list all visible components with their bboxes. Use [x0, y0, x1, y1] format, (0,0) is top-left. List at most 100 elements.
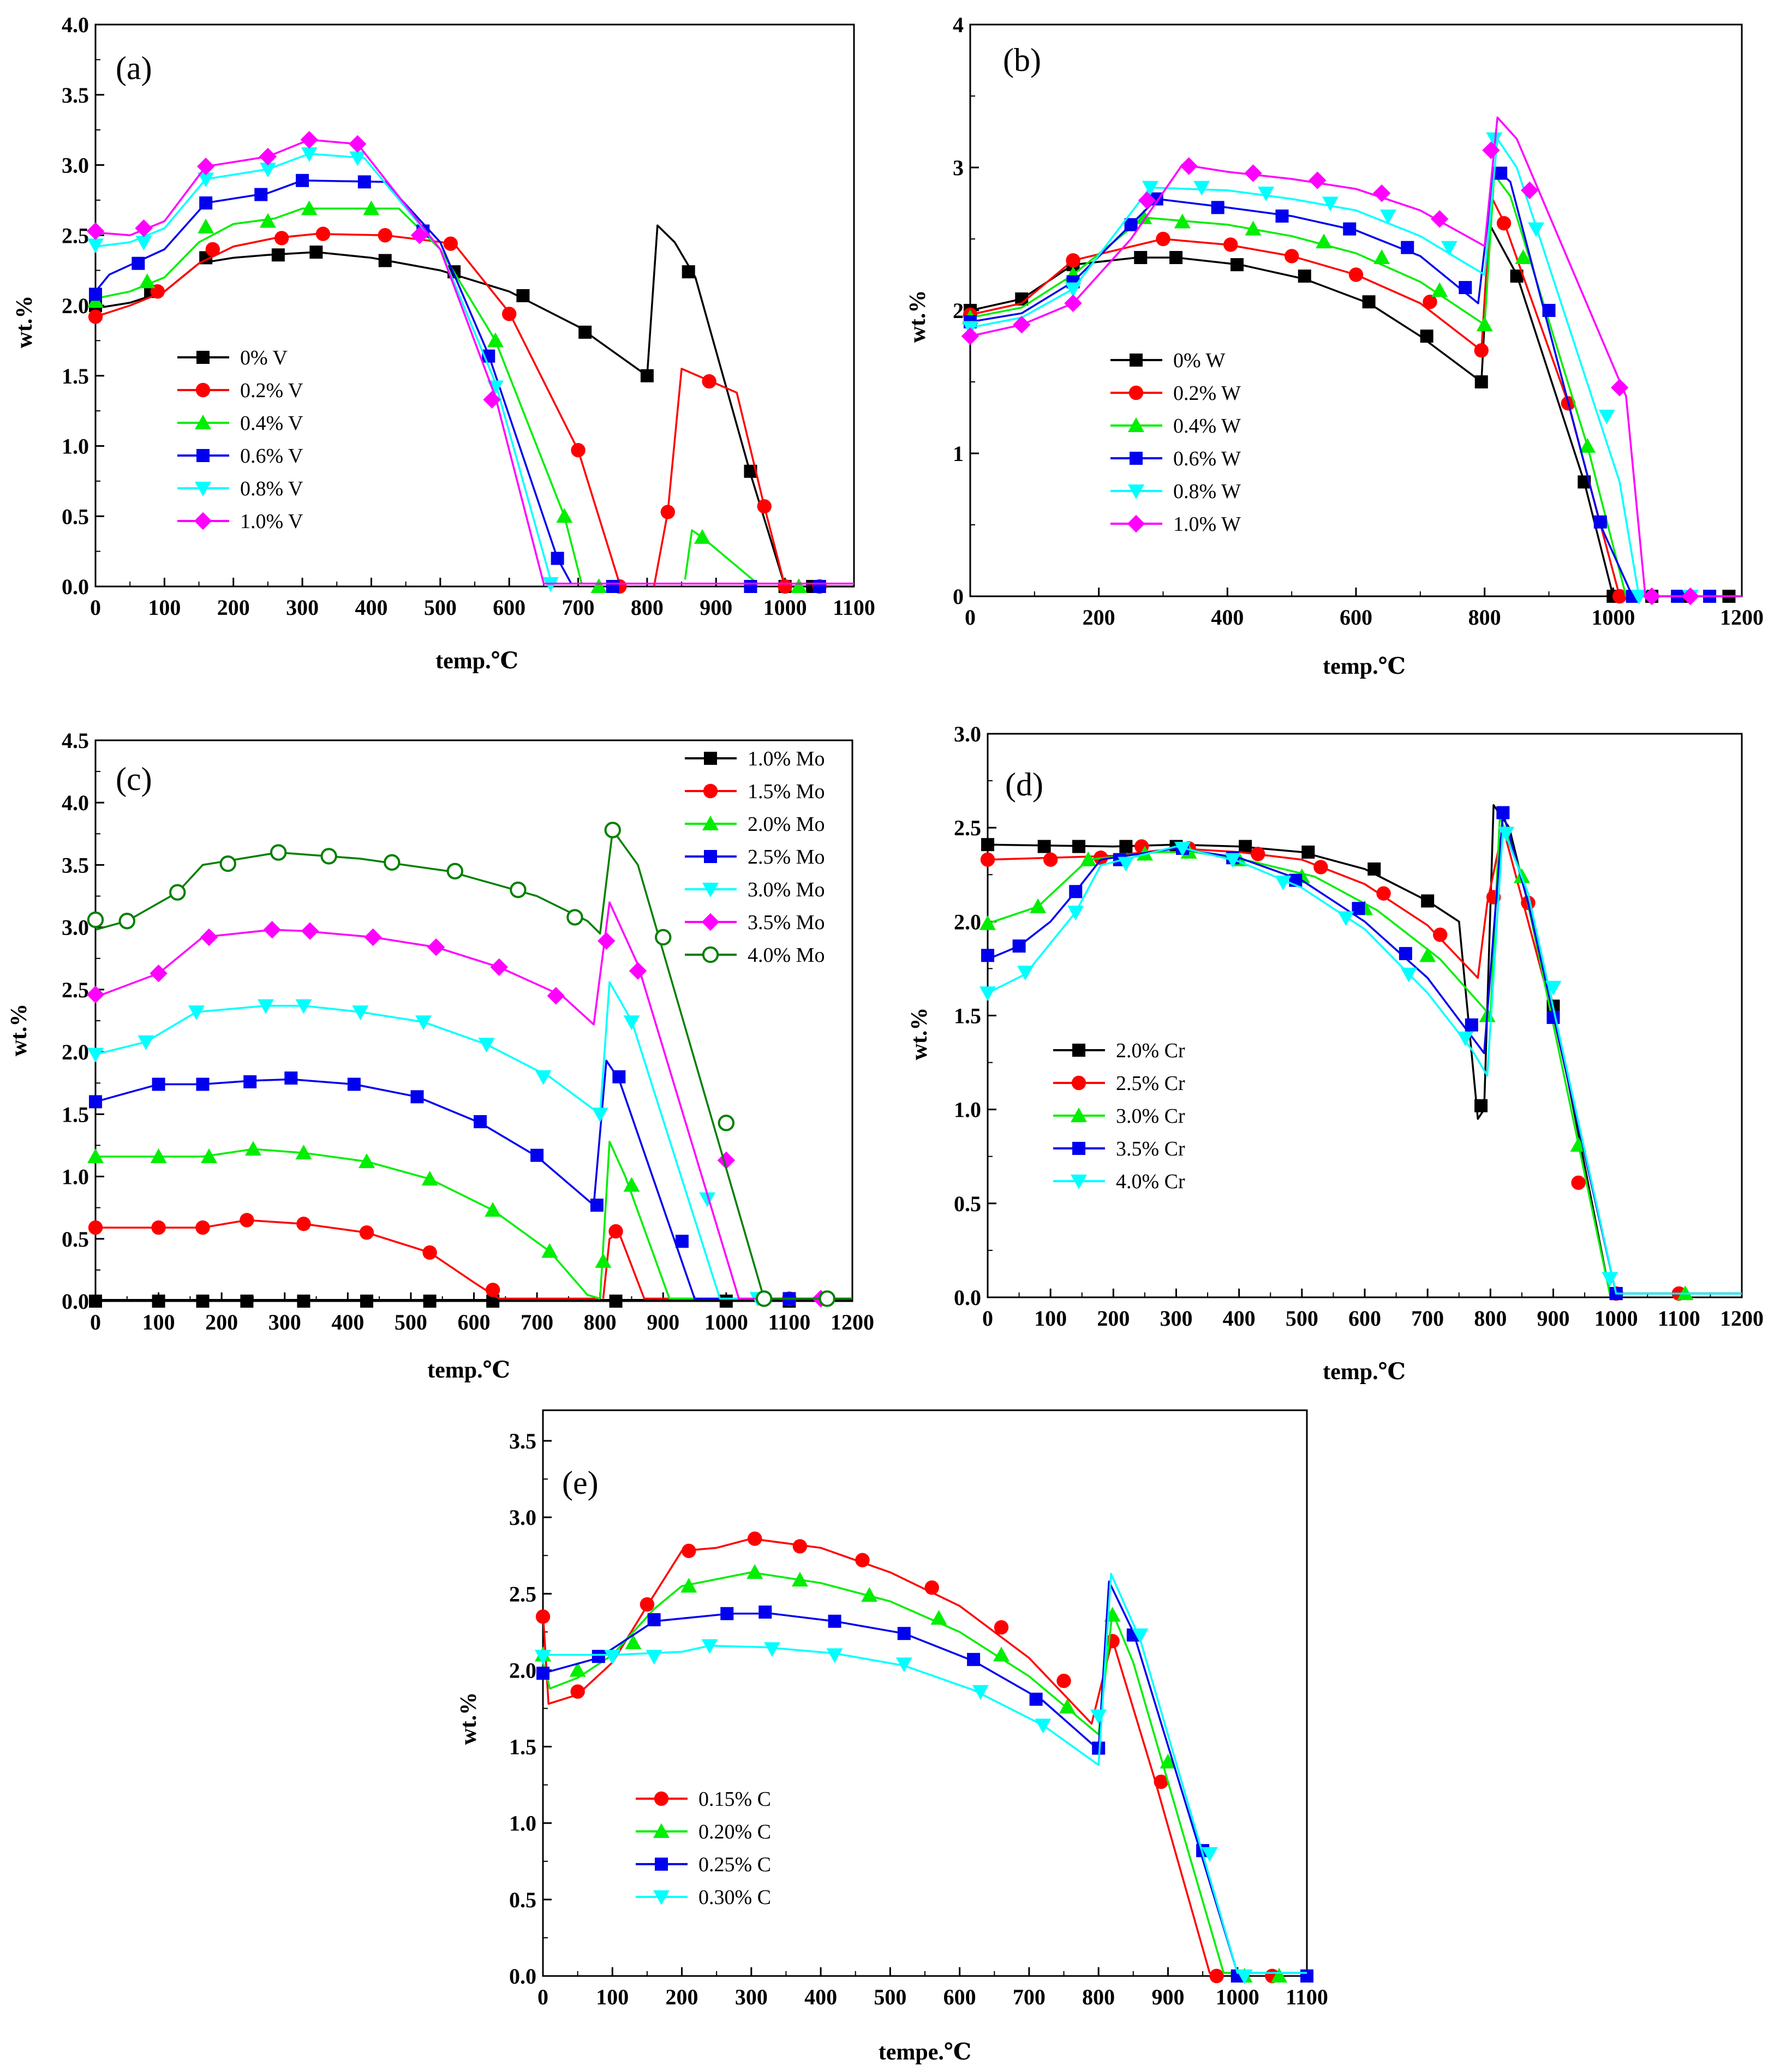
- panel-d-label: (d): [1005, 766, 1043, 803]
- panel-a-data-point: [89, 288, 102, 301]
- panel-c-data-point: [258, 999, 274, 1014]
- panel-e-data-point: [1035, 1718, 1052, 1734]
- panel-c-xtick-label: 200: [205, 1310, 238, 1334]
- panel-d-data-point: [1072, 840, 1085, 853]
- panel-c-data-point: [592, 1107, 608, 1123]
- panel-b-data-point: [1598, 409, 1615, 424]
- panel-a-ytick-label: 4.0: [62, 13, 89, 37]
- panel-b-data-point: [1430, 210, 1449, 228]
- panel-a-legend-label: 0.4% V: [240, 412, 303, 435]
- panel-b-xtick-label: 800: [1468, 605, 1501, 630]
- panel-b-data-point: [1322, 196, 1339, 212]
- panel-e-data-point: [895, 1657, 912, 1673]
- panel-a-legend-label: 0.8% V: [240, 477, 303, 500]
- panel-a-legend-marker: [195, 482, 211, 496]
- panel-b-data-point: [1245, 220, 1262, 236]
- panel-d-legend-label: 3.0% Cr: [1116, 1105, 1185, 1128]
- panel-c-series-0: [89, 1295, 852, 1308]
- panel-c-ytick-label: 4.5: [62, 728, 89, 753]
- panel-c-data-point: [284, 1071, 298, 1085]
- panel-a-series-5: [86, 130, 854, 585]
- panel-e-data-point: [1209, 1968, 1224, 1984]
- panel-c-data-point: [655, 929, 672, 946]
- panel-b-data-point: [1579, 438, 1596, 453]
- panel-c-data-point: [297, 1295, 310, 1308]
- panel-a-data-point: [301, 200, 318, 215]
- panel-c-data-point: [270, 844, 287, 861]
- panel-d-data-point: [1400, 967, 1417, 983]
- panel-d-xtick-label: 700: [1411, 1306, 1444, 1331]
- panel-e-ytick-label: 0.5: [509, 1888, 536, 1912]
- panel-e-data-point: [791, 1572, 808, 1587]
- panel-c-legend-label: 3.5% Mo: [748, 911, 825, 934]
- panel-a-data-point: [198, 218, 214, 233]
- panel-e-data-point: [747, 1531, 762, 1546]
- panel-c-ytick-label: 0.0: [62, 1289, 89, 1314]
- panel-c-data-point: [604, 822, 621, 839]
- panel-c-plot: 0 100 200 300 400 500 600 700 800 900 1000 1100 1200…: [62, 728, 874, 1334]
- panel-d-ytick-label: 0.0: [954, 1285, 981, 1310]
- panel-d-ytick-label: 2.0: [954, 909, 981, 934]
- panel-c-data-point: [152, 1077, 165, 1091]
- panel-d-data-point: [1030, 898, 1047, 913]
- panel-d: 0 100 200 300 400 500 600 700 800 900 1000 1100 1200…: [907, 722, 1764, 1385]
- panel-b-data-point: [1593, 515, 1607, 529]
- panel-e-xtick-label: 600: [943, 1985, 976, 2009]
- panel-c-legend-label: 3.0% Mo: [748, 878, 825, 901]
- panel-a-data-point: [682, 265, 695, 279]
- panel-e-xtick-label: 400: [804, 1985, 837, 2009]
- panel-b-data-point: [1441, 241, 1458, 256]
- panel-e-data-point: [625, 1634, 642, 1650]
- panel-a-data-point: [348, 135, 367, 153]
- panel-c-legend-marker: [704, 850, 717, 863]
- panel-c-data-point: [530, 1148, 544, 1162]
- panel-b-data-point: [1681, 587, 1699, 606]
- panel-e-ytick-label: 0.0: [509, 1964, 536, 1989]
- panel-d-data-point: [1067, 906, 1084, 921]
- panel-d-legend-label: 2.5% Cr: [1116, 1072, 1185, 1095]
- panel-a-xtick-label: 1100: [833, 595, 875, 620]
- panel-d-xlabel: temp.℃: [1323, 1360, 1406, 1385]
- panel-c-data-point: [427, 938, 445, 956]
- panel-b-data-point: [1231, 258, 1244, 272]
- panel-d-data-point: [1174, 842, 1191, 857]
- panel-e-data-point: [897, 1627, 911, 1640]
- panel-e-data-point: [592, 1650, 605, 1663]
- panel-b-data-point: [1515, 249, 1532, 265]
- panel-e-data-point: [826, 1648, 843, 1663]
- panel-e-data-point: [924, 1580, 939, 1595]
- panel-e-data-point: [967, 1652, 981, 1666]
- panel-c-data-point: [240, 1295, 254, 1308]
- panel-d-xtick-label: 400: [1223, 1306, 1256, 1331]
- panel-c-data-point: [421, 1171, 438, 1186]
- panel-e-data-point: [746, 1564, 763, 1579]
- panel-c-data-point: [364, 928, 382, 947]
- panel-c-data-point: [150, 964, 168, 983]
- panel-a-legend-marker: [196, 449, 210, 462]
- panel-e-data-point: [930, 1610, 947, 1625]
- panel-c-series-line: [95, 981, 852, 1300]
- panel-b-data-point: [1193, 181, 1210, 196]
- panel-b-series-3: [964, 166, 1742, 603]
- panel-b-data-point: [1136, 209, 1152, 224]
- panel-b-data-point: [1610, 379, 1629, 397]
- panel-c-data-point: [295, 999, 312, 1014]
- panel-e-legend-marker: [655, 1858, 668, 1871]
- panel-e-data-point: [1154, 1774, 1168, 1789]
- panel-a-data-point: [88, 309, 103, 324]
- panel-b-data-point: [961, 327, 979, 345]
- panel-b-data-point: [1612, 589, 1627, 604]
- panel-d-data-point: [979, 915, 996, 930]
- panel-a-data-point: [606, 580, 619, 593]
- panel-c-data-point: [87, 1047, 104, 1063]
- panel-d-data-point: [1546, 1010, 1560, 1024]
- panel-a-data-point: [571, 443, 586, 458]
- panel-d-xtick-label: 200: [1097, 1306, 1130, 1331]
- panel-d-legend-label: 4.0% Cr: [1116, 1170, 1185, 1193]
- panel-b-data-point: [1124, 218, 1138, 231]
- panel-b-data-point: [1275, 209, 1289, 223]
- panel-a-data-point: [551, 552, 564, 565]
- panel-a-data-point: [271, 248, 285, 262]
- panel-a-data-point: [578, 325, 592, 339]
- panel-a-data-point: [778, 579, 792, 594]
